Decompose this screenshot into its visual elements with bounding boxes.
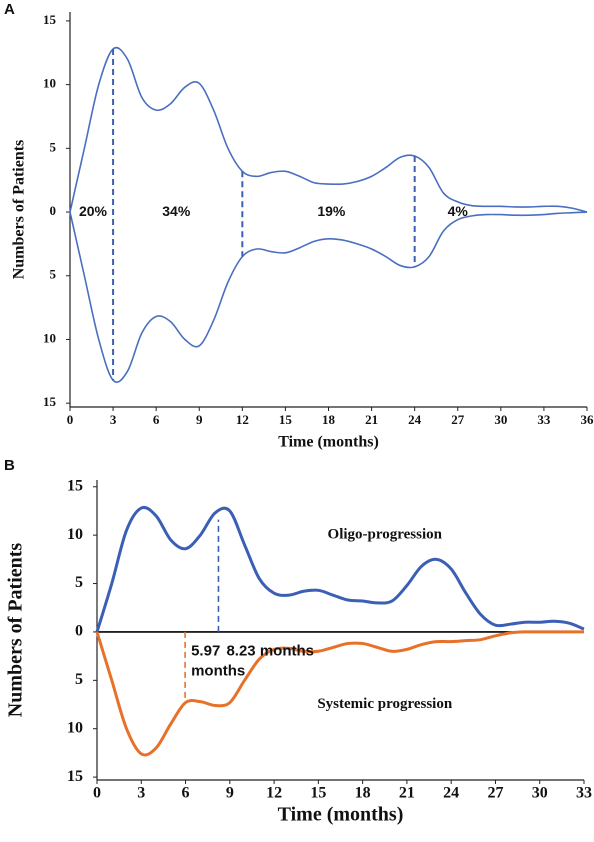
x-tick-label: 30: [494, 412, 507, 427]
x-tick-label: 6: [182, 785, 190, 802]
region-label: 19%: [317, 203, 346, 219]
x-tick-label: 15: [310, 785, 326, 802]
y-tick-label: 15: [67, 768, 83, 785]
series-label: Systemic progression: [317, 696, 453, 712]
series-line: [69, 211, 588, 383]
y-tick-label: 5: [50, 139, 57, 154]
x-tick-label: 36: [581, 412, 594, 427]
y-tick-label: 10: [43, 330, 56, 345]
y-tick-label: 15: [43, 12, 57, 27]
y-tick-label: 10: [43, 76, 56, 91]
x-tick-label: 3: [110, 412, 117, 427]
x-tick-label: 24: [443, 785, 459, 802]
x-tick-label: 0: [93, 785, 101, 802]
panel-label: B: [4, 457, 15, 474]
y-tick-label: 15: [43, 394, 57, 409]
x-tick-label: 12: [266, 785, 282, 802]
x-tick-label: 6: [153, 412, 160, 427]
region-label: 34%: [162, 203, 191, 219]
y-tick-label: 10: [67, 719, 83, 736]
x-tick-label: 18: [355, 785, 371, 802]
x-axis-title: Time (months): [278, 434, 379, 451]
series-line: [95, 505, 585, 633]
x-tick-label: 3: [137, 785, 145, 802]
series-line: [69, 46, 588, 213]
x-tick-label: 21: [399, 785, 415, 802]
series-label: Oligo-progression: [328, 527, 443, 543]
x-tick-label: 9: [226, 785, 234, 802]
y-tick-label: 0: [50, 203, 57, 218]
series-line: [95, 630, 584, 757]
y-tick-label: 10: [67, 526, 83, 543]
x-tick-label: 24: [408, 412, 422, 427]
x-tick-label: 21: [365, 412, 378, 427]
median-label-line: 5.97: [191, 642, 220, 659]
y-axis-title: Numbers of Patients: [11, 140, 28, 280]
x-tick-label: 15: [279, 412, 293, 427]
x-tick-label: 33: [576, 785, 592, 802]
y-tick-label: 5: [50, 267, 57, 282]
x-tick-label: 30: [532, 785, 548, 802]
y-tick-label: 5: [75, 574, 83, 591]
x-tick-label: 18: [322, 412, 336, 427]
x-tick-label: 0: [67, 412, 74, 427]
median-label-line: months: [191, 662, 245, 679]
y-tick-label: 0: [75, 623, 83, 640]
region-label: 4%: [448, 203, 469, 219]
x-tick-label: 33: [537, 412, 551, 427]
x-tick-label: 9: [196, 412, 203, 427]
panel-label: A: [4, 1, 15, 18]
median-label: 5.97 months: [191, 642, 245, 679]
y-tick-label: 5: [75, 671, 83, 688]
x-axis-title: Time (months): [278, 804, 404, 826]
x-tick-label: 27: [487, 785, 503, 802]
y-tick-label: 15: [67, 477, 83, 494]
y-axis-title: Numbers of Patients: [5, 543, 27, 718]
x-tick-label: 27: [451, 412, 465, 427]
median-label: 8.23 months: [226, 642, 314, 659]
region-label: 20%: [79, 203, 108, 219]
x-tick-label: 12: [236, 412, 249, 427]
